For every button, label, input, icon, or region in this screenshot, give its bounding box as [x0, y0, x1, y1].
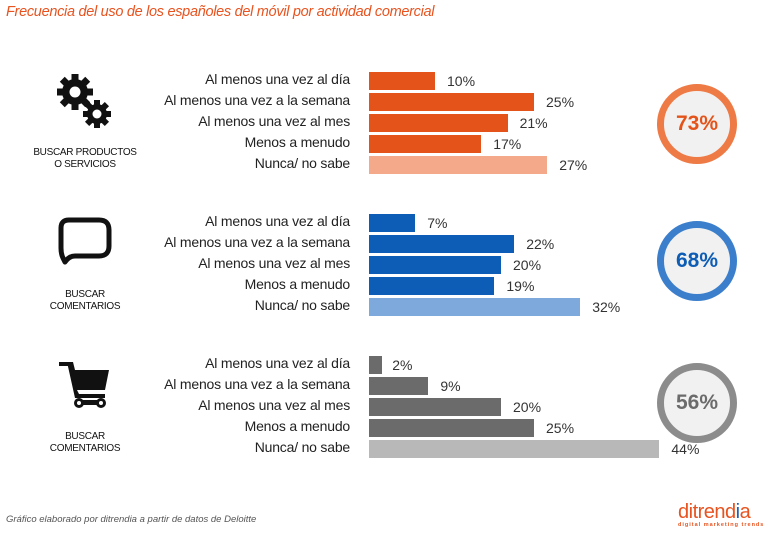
bar-value-label: 17% [493, 136, 522, 152]
bar [369, 72, 435, 90]
total-ring: 73% [657, 84, 737, 164]
logo-wordmark: ditrendia [678, 502, 764, 522]
bar [369, 377, 429, 395]
row-label: Al menos una vez al día [205, 71, 350, 87]
row-label: Menos a menudo [244, 134, 351, 150]
bar [369, 235, 515, 253]
total-ring: 56% [657, 363, 737, 443]
logo-text-c: a [739, 501, 751, 523]
bar-value-label: 20% [513, 257, 542, 273]
category-label-line2: COMENTARIOS [49, 443, 121, 454]
bar [369, 135, 482, 153]
bar-value-label: 2% [392, 357, 413, 373]
bar [369, 214, 416, 232]
category-label: BUSCAR COMENTARIOS [20, 431, 150, 455]
row-label: Al menos una vez al mes [198, 397, 350, 413]
total-ring: 68% [657, 221, 737, 301]
bar-value-label: 7% [427, 215, 448, 231]
total-value: 56% [675, 391, 719, 414]
chart-title: Frecuencia del uso de los españoles del … [6, 4, 435, 20]
category-label-line1: BUSCAR [65, 431, 105, 442]
shopping-cart-icon [40, 356, 130, 412]
category-label: BUSCAR COMENTARIOS [20, 289, 150, 313]
bar [369, 156, 548, 174]
bar-value-label: 21% [519, 115, 548, 131]
logo-text-a: ditrend [678, 501, 736, 523]
row-label: Nunca/ no sabe [254, 155, 350, 171]
category-label-line2: COMENTARIOS [49, 301, 121, 312]
bar-value-label: 20% [513, 399, 542, 415]
bar [369, 398, 501, 416]
category-label-line2: O SERVICIOS [54, 159, 116, 170]
bar-value-label: 10% [447, 73, 476, 89]
bar-value-label: 32% [592, 299, 621, 315]
bar [369, 256, 501, 274]
row-label: Al menos una vez a la semana [164, 92, 350, 108]
row-label: Nunca/ no sabe [254, 439, 350, 455]
row-label: Al menos una vez al día [205, 213, 350, 229]
ditrendia-logo: ditrendia digital marketing trends [678, 502, 764, 528]
bar-value-label: 25% [546, 420, 575, 436]
bar [369, 114, 508, 132]
gears-icon [40, 68, 130, 132]
category-label: BUSCAR PRODUCTOS O SERVICIOS [20, 147, 150, 171]
total-value: 73% [675, 112, 719, 135]
bar-value-label: 25% [546, 94, 575, 110]
bar [369, 277, 495, 295]
category-label-line1: BUSCAR PRODUCTOS [33, 147, 137, 158]
bar [369, 298, 581, 316]
row-label: Nunca/ no sabe [254, 297, 350, 313]
source-note: Gráfico elaborado por ditrendia a partir… [6, 514, 257, 525]
logo-text-b: i [735, 501, 740, 523]
row-label: Al menos una vez al mes [198, 113, 350, 129]
total-value: 68% [675, 249, 719, 272]
bar-value-label: 44% [671, 441, 700, 457]
category-label-line1: BUSCAR [65, 289, 105, 300]
bar [369, 356, 383, 374]
bar-value-label: 19% [506, 278, 535, 294]
bar [369, 440, 660, 458]
row-label: Al menos una vez a la semana [164, 234, 350, 250]
speech-bubble-icon [40, 214, 130, 270]
logo-tagline: digital marketing trends [678, 522, 765, 528]
bar-value-label: 9% [440, 378, 461, 394]
row-label: Al menos una vez al mes [198, 255, 350, 271]
row-label: Menos a menudo [244, 418, 351, 434]
bar [369, 93, 534, 111]
bar-value-label: 27% [559, 157, 588, 173]
row-label: Menos a menudo [244, 276, 351, 292]
bar [369, 419, 534, 437]
row-label: Al menos una vez al día [205, 355, 350, 371]
bar-value-label: 22% [526, 236, 555, 252]
row-label: Al menos una vez a la semana [164, 376, 350, 392]
